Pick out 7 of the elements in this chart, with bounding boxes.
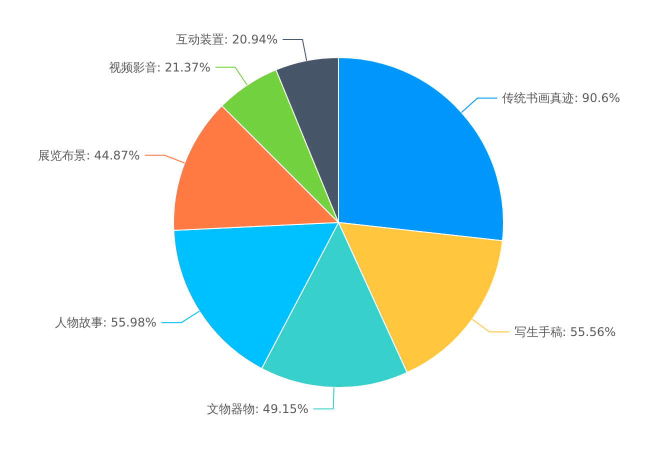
slice-label: 人物故事: 55.98%	[54, 316, 157, 330]
slice-label: 传统书画真迹: 90.6%	[502, 91, 620, 106]
slice-label: 互动装置: 20.94%	[176, 32, 278, 47]
slice-label: 展览布景: 44.87%	[38, 148, 140, 162]
slice-label: 写生手稿: 55.56%	[514, 324, 616, 339]
slice-label: 文物器物: 49.15%	[206, 402, 309, 416]
slice-label: 视频影音: 21.37%	[108, 60, 210, 74]
